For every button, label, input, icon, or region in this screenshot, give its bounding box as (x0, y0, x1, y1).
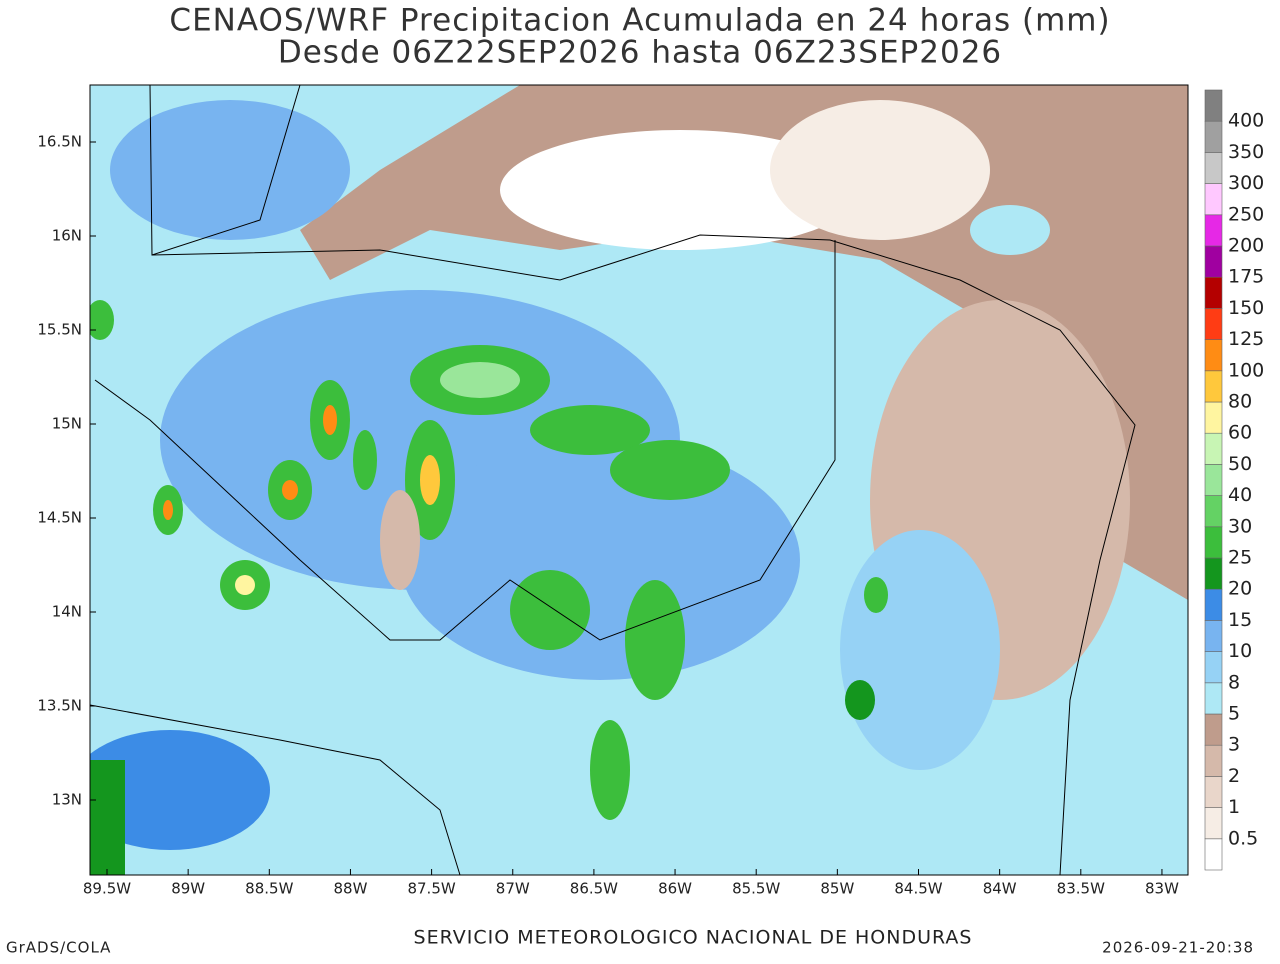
lon-label: 85.5W (732, 880, 780, 898)
colorbar-label: 350 (1228, 141, 1264, 163)
colorbar-label: 400 (1228, 110, 1264, 132)
colorbar-label: 125 (1228, 328, 1264, 350)
colorbar-swatch (1204, 214, 1223, 247)
footer-right: 2026-09-21-20:38 (1102, 939, 1254, 957)
colorbar-label: 150 (1228, 297, 1264, 319)
lat-label: 13N (52, 791, 82, 809)
title: CENAOS/WRF Precipitacion Acumulada en 24… (169, 3, 1110, 39)
colorbar-swatch (1204, 245, 1223, 278)
lon-label: 84W (983, 880, 1017, 898)
colorbar-label: 20 (1228, 578, 1252, 600)
plot-frame (89, 84, 1189, 876)
lat-label: 15N (52, 415, 82, 433)
colorbar-swatch (1204, 588, 1223, 621)
colorbar-swatch (1204, 713, 1223, 746)
colorbar-label: 40 (1228, 484, 1252, 506)
colorbar-label: 100 (1228, 359, 1264, 381)
lon-label: 85W (820, 880, 854, 898)
lon-label: 88W (333, 880, 367, 898)
precip-field (90, 85, 1188, 875)
footer-center: SERVICIO METEOROLOGICO NACIONAL DE HONDU… (414, 927, 973, 949)
colorbar-swatch (1204, 152, 1223, 184)
colorbar-label: 200 (1228, 235, 1264, 257)
colorbar-label: 8 (1228, 671, 1240, 693)
colorbar-swatch (1204, 120, 1223, 153)
colorbar-label: 0.5 (1228, 827, 1258, 849)
subtitle: Desde 06Z22SEP2026 hasta 06Z23SEP2026 (278, 35, 1002, 71)
lon-label: 87.5W (407, 880, 455, 898)
lat-label: 16N (52, 227, 82, 245)
lon-label: 89.5W (83, 880, 131, 898)
colorbar-swatch (1204, 838, 1223, 871)
colorbar-label: 175 (1228, 266, 1264, 288)
colorbar-swatch (1204, 682, 1223, 715)
colorbar-label: 30 (1228, 515, 1252, 537)
lat-label: 13.5N (37, 697, 82, 715)
colorbar-swatch (1204, 620, 1223, 652)
lat-label: 16.5N (37, 133, 82, 151)
lon-label: 87W (496, 880, 530, 898)
colorbar-label: 250 (1228, 203, 1264, 225)
lon-label: 89W (171, 880, 205, 898)
lon-label: 83W (1145, 880, 1179, 898)
lon-label: 86W (658, 880, 692, 898)
colorbar-label: 1 (1228, 796, 1240, 818)
lon-label: 84.5W (894, 880, 942, 898)
colorbar-swatch (1204, 464, 1223, 496)
colorbar-swatch (1204, 526, 1223, 559)
lon-label: 88.5W (245, 880, 293, 898)
colorbar-label: 50 (1228, 453, 1252, 475)
colorbar-swatch (1204, 276, 1223, 309)
footer-left: GrADS/COLA (6, 939, 111, 957)
colorbar-swatch (1204, 183, 1223, 216)
colorbar-label: 300 (1228, 172, 1264, 194)
lat-label: 15.5N (37, 321, 82, 339)
colorbar-swatch (1204, 557, 1223, 590)
lon-label: 86.5W (570, 880, 618, 898)
colorbar-swatch (1204, 651, 1223, 684)
colorbar: 0.5 1 2 3 5 8 10 15 20 25 30 40 50 60 80 100 125 150 175 20… (1204, 89, 1264, 871)
colorbar-label: 3 (1228, 734, 1240, 756)
colorbar-swatch (1204, 89, 1223, 122)
colorbar-label: 5 (1228, 703, 1240, 725)
lat-label: 14.5N (37, 509, 82, 527)
colorbar-swatch (1204, 776, 1223, 808)
lat-label: 14N (52, 603, 82, 621)
colorbar-label: 25 (1228, 547, 1252, 569)
colorbar-label: 15 (1228, 609, 1252, 631)
colorbar-swatch (1204, 339, 1223, 372)
colorbar-swatch (1204, 370, 1223, 403)
lon-label: 83.5W (1057, 880, 1105, 898)
colorbar-swatch (1204, 432, 1223, 465)
colorbar-swatch (1204, 807, 1223, 840)
colorbar-label: 80 (1228, 391, 1252, 413)
colorbar-swatch (1204, 308, 1223, 340)
colorbar-label: 60 (1228, 422, 1252, 444)
colorbar-swatch (1204, 495, 1223, 528)
colorbar-label: 10 (1228, 640, 1252, 662)
colorbar-swatch (1204, 744, 1223, 777)
colorbar-swatch (1204, 401, 1223, 434)
colorbar-label: 2 (1228, 765, 1240, 787)
